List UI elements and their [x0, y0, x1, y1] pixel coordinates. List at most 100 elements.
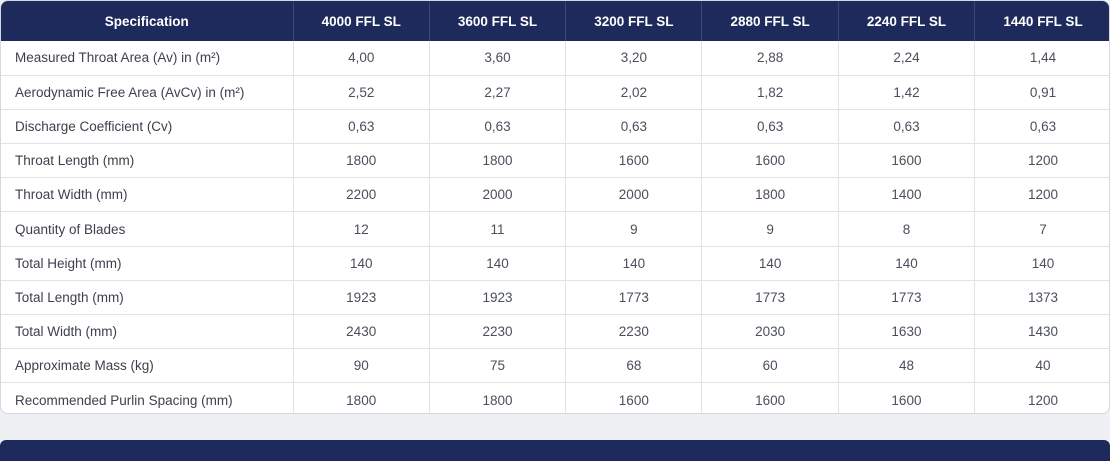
table-cell: 140 [974, 245, 1109, 281]
table-cell: 1600 [701, 382, 839, 413]
table-row: Recommended Purlin Spacing (mm) 1800 1800 1… [1, 382, 1109, 413]
row-label: Throat Length (mm) [1, 143, 294, 178]
table-cell: 1630 [838, 313, 976, 349]
table-cell: 140 [293, 245, 430, 281]
table-body: Measured Throat Area (Av) in (m²) 4,00 3,6… [1, 41, 1109, 413]
table-row: Aerodynamic Free Area (AvCv) in (m²) 2,52… [1, 74, 1109, 110]
table-row: Measured Throat Area (Av) in (m²) 4,00 3,6… [1, 41, 1109, 76]
row-label: Measured Throat Area (Av) in (m²) [1, 41, 294, 76]
table-cell: 2,24 [838, 41, 976, 76]
column-header-4000-ffl-sl: 4000 FFL SL [293, 1, 430, 41]
row-label: Quantity of Blades [1, 211, 294, 247]
table-cell: 1800 [293, 143, 430, 178]
table-cell: 1773 [701, 279, 839, 315]
table-cell: 0,63 [974, 108, 1109, 144]
row-label: Total Height (mm) [1, 245, 294, 281]
table-cell: 1200 [974, 177, 1109, 212]
table-cell: 0,63 [701, 108, 839, 144]
table-cell: 60 [701, 348, 839, 383]
table-cell: 1600 [565, 143, 703, 178]
table-cell: 11 [429, 211, 567, 247]
table-cell: 1600 [838, 382, 976, 413]
table-cell: 0,63 [838, 108, 976, 144]
table-cell: 1800 [429, 382, 567, 413]
table-cell: 1773 [838, 279, 976, 315]
column-header-2880-ffl-sl: 2880 FFL SL [701, 1, 839, 41]
specification-table: Specification 4000 FFL SL 3600 FFL SL 32… [1, 1, 1109, 413]
table-cell: 90 [293, 348, 430, 383]
table-cell: 2,27 [429, 74, 567, 110]
table-cell: 0,63 [565, 108, 703, 144]
footer-bar [0, 440, 1110, 461]
table-cell: 2,88 [701, 41, 839, 76]
table-row: Total Height (mm) 140 140 140 140 140 140 [1, 245, 1109, 281]
table-cell: 1373 [974, 279, 1109, 315]
table-cell: 1800 [429, 143, 567, 178]
table-cell: 1600 [838, 143, 976, 178]
row-label: Total Width (mm) [1, 313, 294, 349]
row-label: Recommended Purlin Spacing (mm) [1, 382, 294, 413]
row-label: Discharge Coefficient (Cv) [1, 108, 294, 144]
table-cell: 140 [565, 245, 703, 281]
table-cell: 2000 [565, 177, 703, 212]
table-cell: 1923 [293, 279, 430, 315]
table-cell: 8 [838, 211, 976, 247]
table-cell: 140 [701, 245, 839, 281]
table-cell: 140 [429, 245, 567, 281]
table-cell: 75 [429, 348, 567, 383]
row-label: Aerodynamic Free Area (AvCv) in (m²) [1, 74, 294, 110]
table-cell: 0,63 [293, 108, 430, 144]
table-cell: 2030 [701, 313, 839, 349]
table-header-row: Specification 4000 FFL SL 3600 FFL SL 32… [1, 1, 1109, 41]
table-cell: 1200 [974, 382, 1109, 413]
table-cell: 1773 [565, 279, 703, 315]
column-header-1440-ffl-sl: 1440 FFL SL [1003, 13, 1083, 29]
table-row: Total Length (mm) 1923 1923 1773 1773 1773 137… [1, 279, 1109, 315]
table-cell: 3,60 [429, 41, 567, 76]
column-header-3600-ffl-sl: 3600 FFL SL [429, 1, 567, 41]
table-cell: 2230 [429, 313, 567, 349]
table-cell: 2230 [565, 313, 703, 349]
column-header-3200-ffl-sl: 3200 FFL SL [565, 1, 703, 41]
table-cell: 1,44 [1029, 50, 1057, 66]
table-row: Approximate Mass (kg) 90 75 68 60 48 40 [1, 348, 1109, 383]
table-cell: 1600 [565, 382, 703, 413]
table-cell: 2200 [293, 177, 430, 212]
table-cell: 3,20 [565, 41, 703, 76]
table-cell: 2,02 [565, 74, 703, 110]
table-cell: 9 [701, 211, 839, 247]
table-row: Throat Length (mm) 1800 1800 1600 1600 1600 12… [1, 143, 1109, 178]
table-cell: 140 [838, 245, 976, 281]
table-cell: 1430 [974, 313, 1109, 349]
specification-table-card: Specification 4000 FFL SL 3600 FFL SL 32… [0, 0, 1110, 414]
table-cell: 0,63 [429, 108, 567, 144]
table-cell: 1200 [974, 143, 1109, 178]
table-cell: 68 [565, 348, 703, 383]
table-cell: 2,52 [293, 74, 430, 110]
table-cell: 1800 [701, 177, 839, 212]
row-label: Total Length (mm) [1, 279, 294, 315]
table-cell: 48 [838, 348, 976, 383]
table-cell: 1400 [838, 177, 976, 212]
table-cell: 1,82 [701, 74, 839, 110]
column-header-specification: Specification [1, 1, 294, 41]
table-row: Discharge Coefficient (Cv) 0,63 0,63 0,63 0,… [1, 108, 1109, 144]
table-cell: 1,42 [838, 74, 976, 110]
table-cell: 0,91 [974, 74, 1109, 110]
table-cell: 2430 [293, 313, 430, 349]
table-cell: 9 [565, 211, 703, 247]
table-row: Total Width (mm) 2430 2230 2230 2030 1630 1430 [1, 313, 1109, 349]
column-header-2240-ffl-sl: 2240 FFL SL [838, 1, 976, 41]
table-cell: 1923 [429, 279, 567, 315]
table-cell: 1600 [701, 143, 839, 178]
table-cell: 40 [974, 348, 1109, 383]
table-row: Throat Width (mm) 2200 2000 2000 1800 1400 120… [1, 177, 1109, 212]
table-cell: 7 [974, 211, 1109, 247]
table-cell: 1800 [293, 382, 430, 413]
row-label: Approximate Mass (kg) [1, 348, 294, 383]
table-cell: 2000 [429, 177, 567, 212]
row-label: Throat Width (mm) [1, 177, 294, 212]
table-cell: 12 [293, 211, 430, 247]
table-row: Quantity of Blades 12 11 9 9 8 7 [1, 211, 1109, 247]
table-cell: 4,00 [293, 41, 430, 76]
